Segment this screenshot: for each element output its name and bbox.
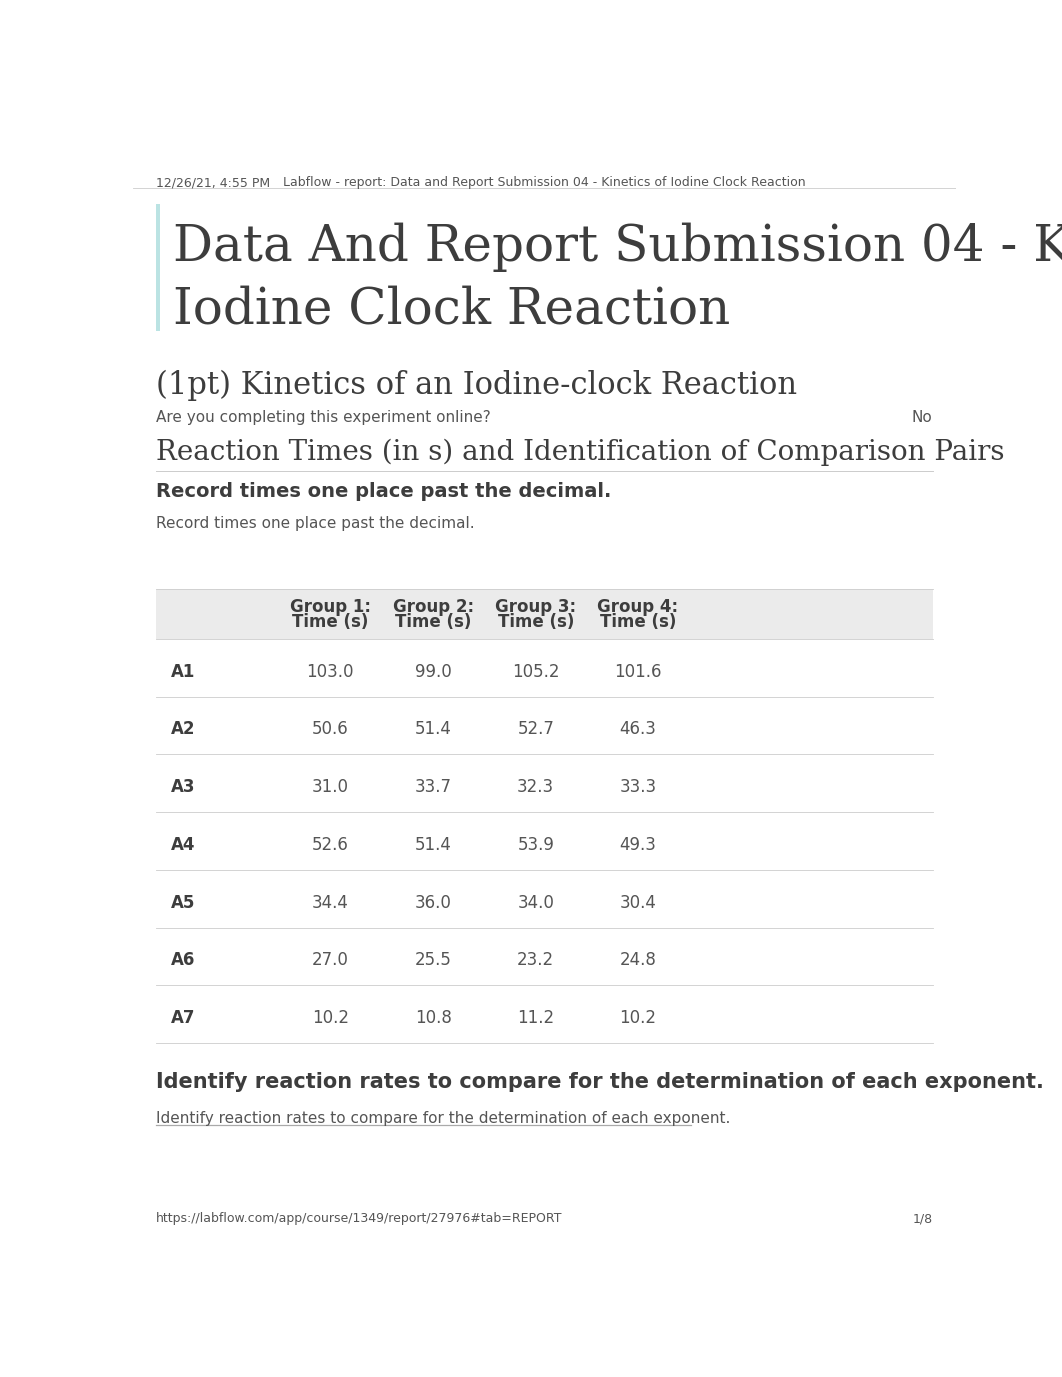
Text: https://labflow.com/app/course/1349/report/27976#tab=REPORT: https://labflow.com/app/course/1349/repo… xyxy=(156,1212,563,1226)
Text: (1pt) Kinetics of an Iodine-clock Reaction: (1pt) Kinetics of an Iodine-clock Reacti… xyxy=(156,369,798,401)
Text: A2: A2 xyxy=(171,720,195,738)
Text: Group 3:: Group 3: xyxy=(495,598,577,616)
Text: Time (s): Time (s) xyxy=(498,613,573,631)
Text: Identify reaction rates to compare for the determination of each exponent.: Identify reaction rates to compare for t… xyxy=(156,1073,1044,1092)
Text: 27.0: 27.0 xyxy=(312,952,348,969)
FancyBboxPatch shape xyxy=(156,204,160,330)
Text: A7: A7 xyxy=(171,1009,195,1027)
Text: 101.6: 101.6 xyxy=(614,662,662,680)
Text: Group 2:: Group 2: xyxy=(393,598,474,616)
Text: Data And Report Submission 04 - Kinetics Of: Data And Report Submission 04 - Kinetics… xyxy=(173,223,1062,273)
Text: A5: A5 xyxy=(171,894,195,912)
Text: Iodine Clock Reaction: Iodine Clock Reaction xyxy=(173,285,731,335)
Text: 103.0: 103.0 xyxy=(307,662,354,680)
Text: Group 1:: Group 1: xyxy=(290,598,371,616)
Text: 10.2: 10.2 xyxy=(312,1009,349,1027)
Text: Group 4:: Group 4: xyxy=(598,598,679,616)
Text: Labflow - report: Data and Report Submission 04 - Kinetics of Iodine Clock React: Labflow - report: Data and Report Submis… xyxy=(282,176,806,189)
Text: 50.6: 50.6 xyxy=(312,720,348,738)
Text: A1: A1 xyxy=(171,662,195,680)
Text: A6: A6 xyxy=(171,952,195,969)
Text: 10.8: 10.8 xyxy=(415,1009,452,1027)
Text: A4: A4 xyxy=(171,836,195,854)
Text: No: No xyxy=(912,410,932,425)
Text: 52.7: 52.7 xyxy=(517,720,554,738)
Text: 52.6: 52.6 xyxy=(312,836,348,854)
Text: Are you completing this experiment online?: Are you completing this experiment onlin… xyxy=(156,410,491,425)
Text: Time (s): Time (s) xyxy=(600,613,676,631)
Text: 31.0: 31.0 xyxy=(312,778,349,796)
Text: Reaction Times (in s) and Identification of Comparison Pairs: Reaction Times (in s) and Identification… xyxy=(156,439,1005,465)
Text: Time (s): Time (s) xyxy=(395,613,472,631)
Text: 25.5: 25.5 xyxy=(415,952,452,969)
Text: 11.2: 11.2 xyxy=(517,1009,554,1027)
Text: Record times one place past the decimal.: Record times one place past the decimal. xyxy=(156,515,475,530)
Text: 32.3: 32.3 xyxy=(517,778,554,796)
Text: 49.3: 49.3 xyxy=(619,836,656,854)
Text: 33.7: 33.7 xyxy=(415,778,452,796)
Text: Time (s): Time (s) xyxy=(292,613,369,631)
Text: Identify reaction rates to compare for the determination of each exponent.: Identify reaction rates to compare for t… xyxy=(156,1111,731,1126)
Text: 34.4: 34.4 xyxy=(312,894,348,912)
Text: 30.4: 30.4 xyxy=(619,894,656,912)
FancyBboxPatch shape xyxy=(156,589,932,639)
Text: 105.2: 105.2 xyxy=(512,662,560,680)
Text: 51.4: 51.4 xyxy=(415,720,452,738)
Text: 34.0: 34.0 xyxy=(517,894,554,912)
Text: 12/26/21, 4:55 PM: 12/26/21, 4:55 PM xyxy=(156,176,270,189)
Text: 99.0: 99.0 xyxy=(415,662,451,680)
Text: 24.8: 24.8 xyxy=(619,952,656,969)
Text: 10.2: 10.2 xyxy=(619,1009,656,1027)
Text: 36.0: 36.0 xyxy=(415,894,452,912)
Text: 33.3: 33.3 xyxy=(619,778,656,796)
Text: 51.4: 51.4 xyxy=(415,836,452,854)
Text: Record times one place past the decimal.: Record times one place past the decimal. xyxy=(156,482,612,501)
Text: 23.2: 23.2 xyxy=(517,952,554,969)
Text: 1/8: 1/8 xyxy=(912,1212,932,1226)
Text: 46.3: 46.3 xyxy=(619,720,656,738)
Text: 53.9: 53.9 xyxy=(517,836,554,854)
Text: A3: A3 xyxy=(171,778,195,796)
